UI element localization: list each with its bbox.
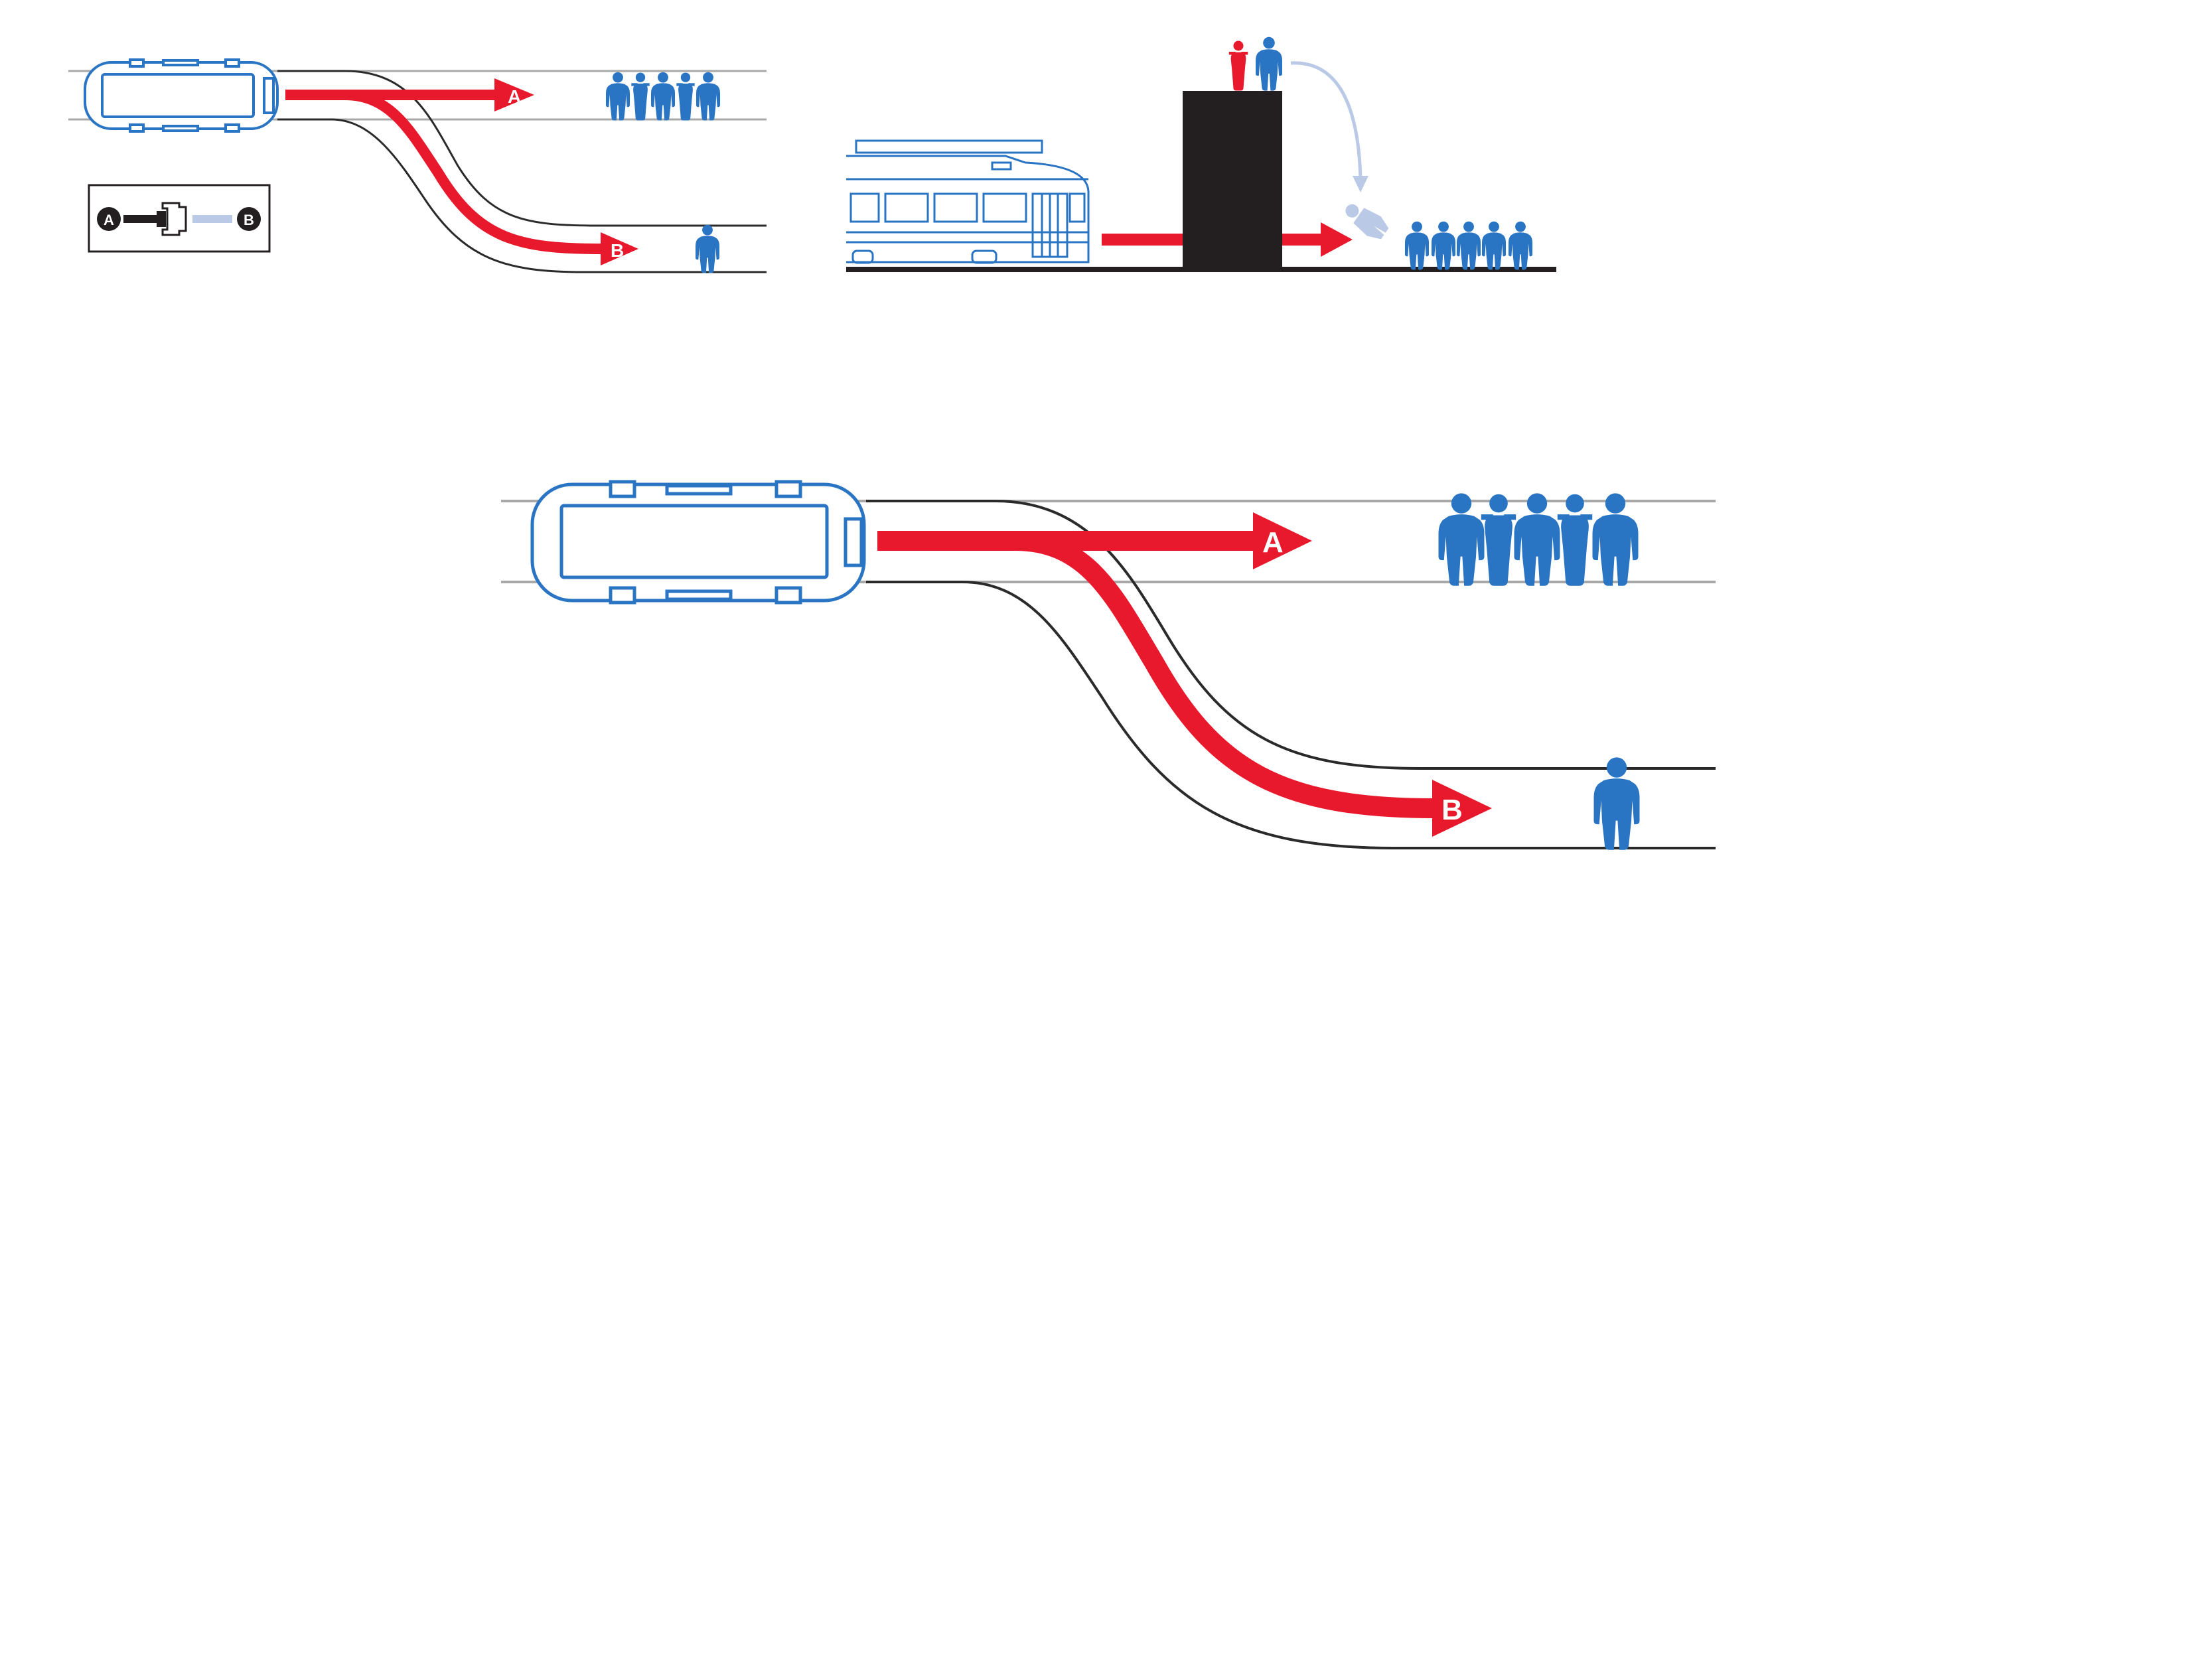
person-icon: [1457, 221, 1481, 270]
lever-label-a: A: [104, 212, 114, 228]
arrow-a-head: [1253, 512, 1312, 569]
trajectory-head: [1353, 176, 1368, 192]
label-track-a: A: [508, 86, 521, 107]
label-track-b: B: [1441, 794, 1463, 826]
track-b-lower-rail: [277, 118, 767, 273]
push-trajectory-arrow: [1290, 61, 1363, 180]
people-group-track-a: [1438, 493, 1639, 586]
track-b-lower-rail: [866, 581, 1716, 849]
arrow-b-head: [1432, 780, 1492, 837]
arrow-head: [1321, 222, 1353, 257]
person-icon: [1432, 221, 1455, 270]
person-icon: [1228, 40, 1248, 91]
footbridge-tower: [1183, 91, 1282, 269]
ground-track: [846, 267, 1556, 272]
person-icon: [1514, 493, 1560, 586]
trolley-side-view-icon: [846, 139, 1090, 264]
track-b-upper-rail: [866, 500, 1716, 770]
trolley-top-view-icon: [84, 58, 279, 133]
label-track-a: A: [1262, 526, 1284, 559]
person-icon: [696, 72, 720, 121]
people-group-track: [1405, 221, 1532, 270]
person-icon: [1482, 221, 1506, 270]
person-icon: [1256, 36, 1282, 91]
track-b-upper-rail: [277, 70, 767, 227]
label-track-b: B: [611, 240, 624, 261]
person-icon: [1509, 221, 1532, 270]
switch-lever-icon: A B: [88, 184, 271, 253]
lever-label-b: B: [244, 212, 254, 228]
falling-person-icon: [1345, 204, 1389, 240]
switch-scenario-large: A B: [501, 480, 1716, 850]
trolley-top-view-icon: [530, 480, 866, 605]
person-icon: [631, 72, 650, 121]
person-icon: [1557, 494, 1593, 586]
person-icon: [1405, 221, 1429, 270]
person-icon: [696, 224, 719, 273]
person-icon: [1593, 757, 1640, 850]
arrow-a-head: [494, 78, 534, 111]
person-icon: [1438, 493, 1485, 586]
arrow-to-track-b: [1015, 531, 1434, 818]
person-icon: [606, 72, 630, 121]
person-icon: [651, 72, 675, 121]
arrow-b-head: [601, 232, 638, 265]
person-icon: [1481, 494, 1516, 586]
people-group-track-a: [606, 72, 720, 121]
person-icon: [676, 72, 695, 121]
person-icon: [1592, 493, 1639, 586]
switch-scenario-small: A B A B: [68, 58, 767, 273]
arrow-to-track-b: [344, 90, 601, 254]
footbridge-scenario: [846, 36, 1556, 272]
